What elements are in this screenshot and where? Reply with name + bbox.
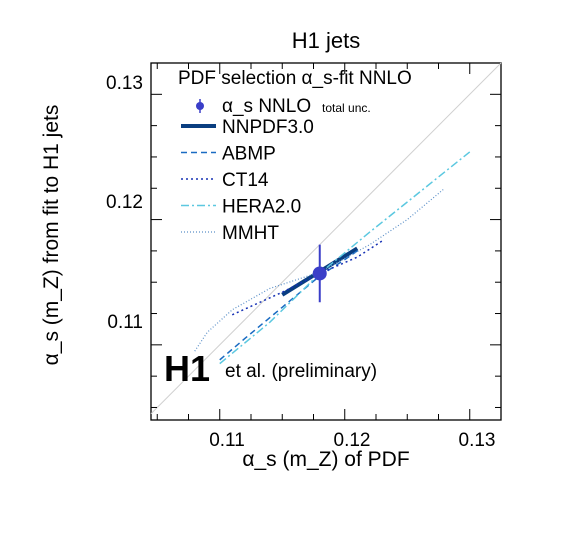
legend-items: NNPDF3.0 ABMP CT14 HERA2.0 MMHT	[181, 117, 314, 244]
legend-label-mmht: MMHT	[222, 223, 279, 244]
central-point	[312, 266, 327, 281]
series-line-abmp	[219, 250, 358, 361]
y-tick-label-0.12: 0.12	[106, 192, 143, 213]
diagonal-reference-line	[150, 62, 502, 415]
legend-point-note: total unc.	[322, 101, 371, 115]
legend-label-ct14: CT14	[222, 170, 269, 191]
legend-label-hera2-0: HERA2.0	[222, 197, 301, 218]
legend-label-abmp: ABMP	[222, 144, 276, 165]
legend-label-nnpdf3-0: NNPDF3.0	[222, 117, 314, 138]
x-tick-label-0.13: 0.13	[459, 430, 496, 451]
y-axis-label: α_s (m_Z) from fit to H1 jets	[40, 105, 63, 366]
legend-point-marker	[196, 99, 204, 113]
x-tick-label-0.11: 0.11	[209, 430, 245, 451]
y-tick-label-0.13: 0.13	[106, 73, 143, 94]
chart-title: H1 jets	[292, 28, 360, 53]
plot-frame	[150, 62, 502, 421]
series-line-mmht	[194, 187, 446, 352]
preliminary-note: et al. (preliminary)	[225, 361, 377, 382]
axis-ticks	[151, 63, 501, 420]
legend-title: PDF selection α_s-fit NNLO	[178, 68, 412, 89]
series-line-hera2-0	[219, 151, 471, 365]
x-tick-label-0.12: 0.12	[334, 430, 371, 451]
y-tick-label-0.11: 0.11	[107, 312, 143, 333]
x-axis-label: α_s (m_Z) of PDF	[242, 448, 409, 471]
legend-point-label: α_s NNLO	[222, 96, 311, 117]
h1-logo-text: H1	[164, 348, 210, 389]
